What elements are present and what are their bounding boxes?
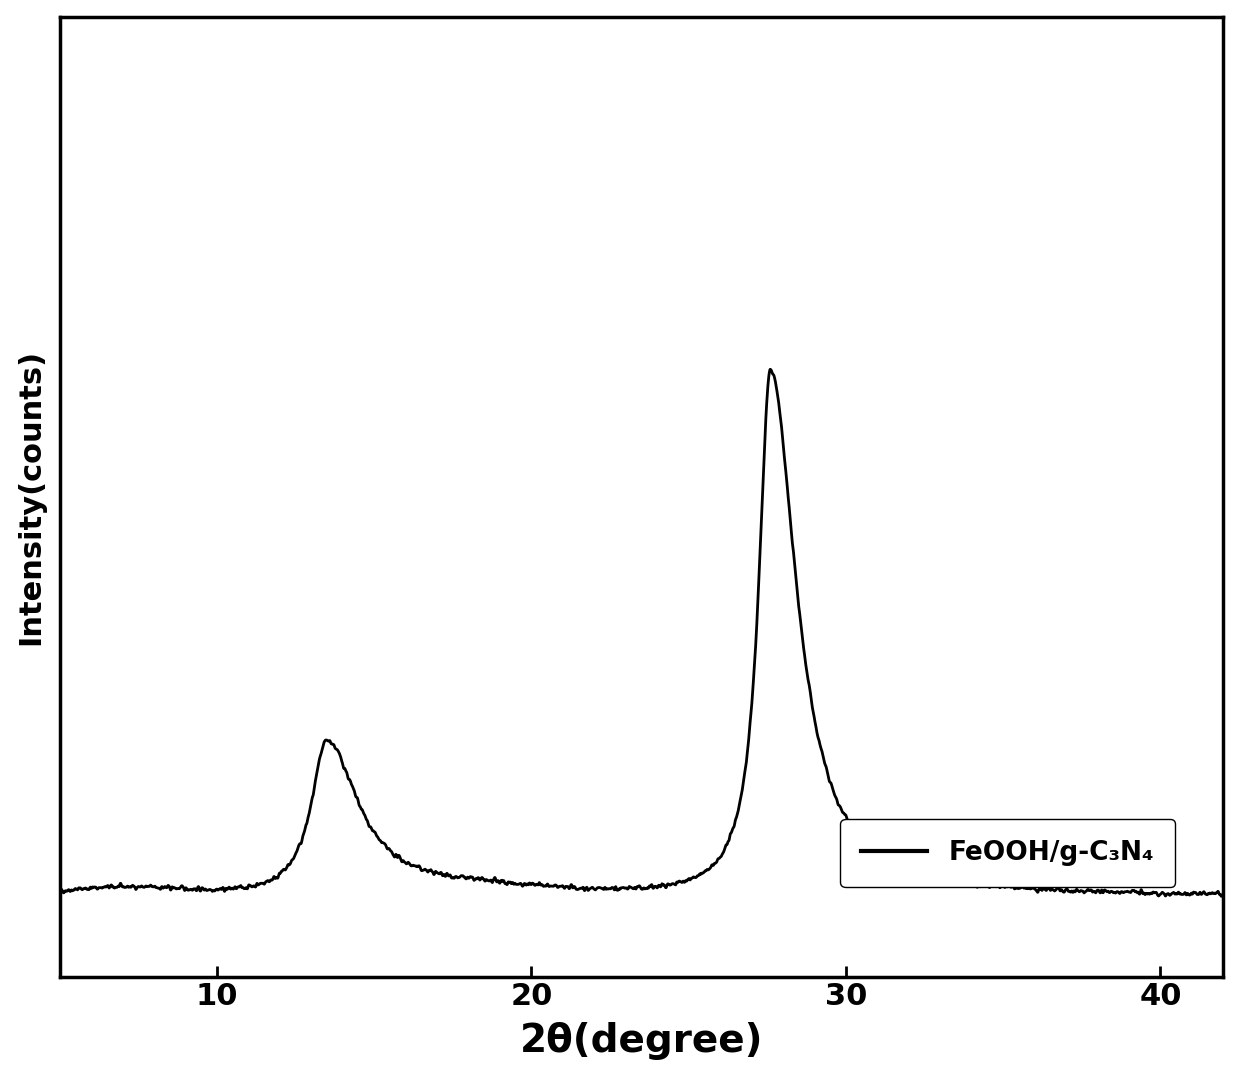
- Legend: FeOOH/g-C₃N₄: FeOOH/g-C₃N₄: [841, 820, 1176, 887]
- Y-axis label: Intensity(counts): Intensity(counts): [16, 349, 46, 645]
- X-axis label: 2θ(degree): 2θ(degree): [520, 1022, 763, 1061]
